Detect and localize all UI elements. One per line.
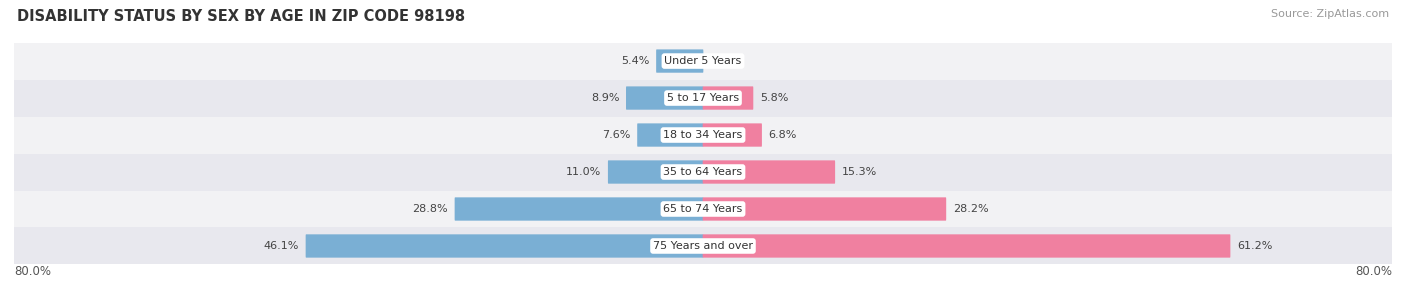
- Text: 28.8%: 28.8%: [412, 204, 449, 214]
- Text: DISABILITY STATUS BY SEX BY AGE IN ZIP CODE 98198: DISABILITY STATUS BY SEX BY AGE IN ZIP C…: [17, 9, 465, 24]
- FancyBboxPatch shape: [305, 234, 703, 257]
- FancyBboxPatch shape: [14, 227, 1392, 264]
- FancyBboxPatch shape: [703, 86, 754, 110]
- FancyBboxPatch shape: [14, 43, 1392, 80]
- Text: 61.2%: 61.2%: [1237, 241, 1272, 251]
- FancyBboxPatch shape: [14, 154, 1392, 191]
- Text: 75 Years and over: 75 Years and over: [652, 241, 754, 251]
- Text: 5 to 17 Years: 5 to 17 Years: [666, 93, 740, 103]
- Text: 8.9%: 8.9%: [591, 93, 620, 103]
- FancyBboxPatch shape: [703, 234, 1230, 257]
- FancyBboxPatch shape: [657, 50, 703, 73]
- Text: 5.8%: 5.8%: [759, 93, 789, 103]
- FancyBboxPatch shape: [14, 191, 1392, 227]
- FancyBboxPatch shape: [703, 161, 835, 184]
- Text: 28.2%: 28.2%: [953, 204, 988, 214]
- Text: 18 to 34 Years: 18 to 34 Years: [664, 130, 742, 140]
- FancyBboxPatch shape: [14, 116, 1392, 154]
- Text: 15.3%: 15.3%: [842, 167, 877, 177]
- FancyBboxPatch shape: [703, 197, 946, 221]
- FancyBboxPatch shape: [637, 123, 703, 147]
- Text: 7.6%: 7.6%: [602, 130, 631, 140]
- Text: Source: ZipAtlas.com: Source: ZipAtlas.com: [1271, 9, 1389, 19]
- Text: 46.1%: 46.1%: [264, 241, 299, 251]
- Text: 35 to 64 Years: 35 to 64 Years: [664, 167, 742, 177]
- Text: 0.0%: 0.0%: [710, 56, 738, 66]
- Text: 11.0%: 11.0%: [567, 167, 602, 177]
- Text: 6.8%: 6.8%: [769, 130, 797, 140]
- Text: 5.4%: 5.4%: [621, 56, 650, 66]
- FancyBboxPatch shape: [626, 86, 703, 110]
- Text: Under 5 Years: Under 5 Years: [665, 56, 741, 66]
- Text: 80.0%: 80.0%: [1355, 265, 1392, 278]
- Text: 80.0%: 80.0%: [14, 265, 51, 278]
- FancyBboxPatch shape: [454, 197, 703, 221]
- FancyBboxPatch shape: [14, 80, 1392, 116]
- FancyBboxPatch shape: [703, 123, 762, 147]
- FancyBboxPatch shape: [607, 161, 703, 184]
- Text: 65 to 74 Years: 65 to 74 Years: [664, 204, 742, 214]
